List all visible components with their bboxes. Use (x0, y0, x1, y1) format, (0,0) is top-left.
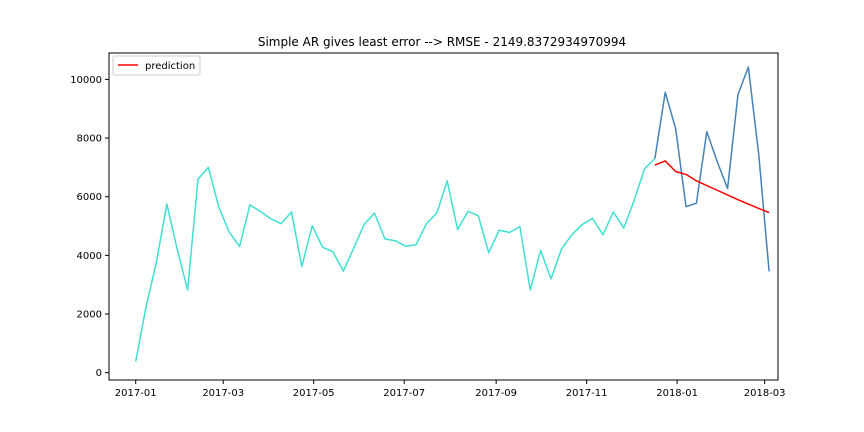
axes: 0 2000 4000 6000 8000 10000 2017-01 2017-03 2017… (70, 52, 786, 399)
y-tick-label: 8000 (77, 134, 102, 145)
legend-prediction-label: prediction (145, 61, 195, 72)
series-line-test (654, 66, 770, 272)
plot-area (134, 66, 770, 362)
x-tick-label: 2017-03 (202, 388, 244, 399)
series-line-prediction (654, 160, 770, 214)
y-tick-label: 6000 (77, 192, 102, 203)
chart-title: Simple AR gives least error --> RMSE - 2… (258, 35, 626, 49)
x-tick-label: 2018-01 (656, 388, 698, 399)
x-tick-label: 2018-03 (744, 388, 786, 399)
x-tick-label: 2017-09 (475, 388, 517, 399)
legend-frame (112, 55, 201, 76)
y-tick-label: 10000 (70, 75, 102, 86)
plot-frame (108, 52, 779, 381)
x-tick-label: 2017-01 (115, 388, 157, 399)
y-tick-label: 2000 (77, 310, 102, 321)
y-tick-label: 0 (96, 368, 102, 379)
series-line-train (134, 158, 656, 362)
legend: prediction (112, 55, 201, 76)
y-tick-label: 4000 (77, 251, 102, 262)
x-tick-label: 2017-05 (293, 388, 335, 399)
x-tick-label: 2017-11 (566, 388, 608, 399)
x-tick-label: 2017-07 (383, 388, 425, 399)
